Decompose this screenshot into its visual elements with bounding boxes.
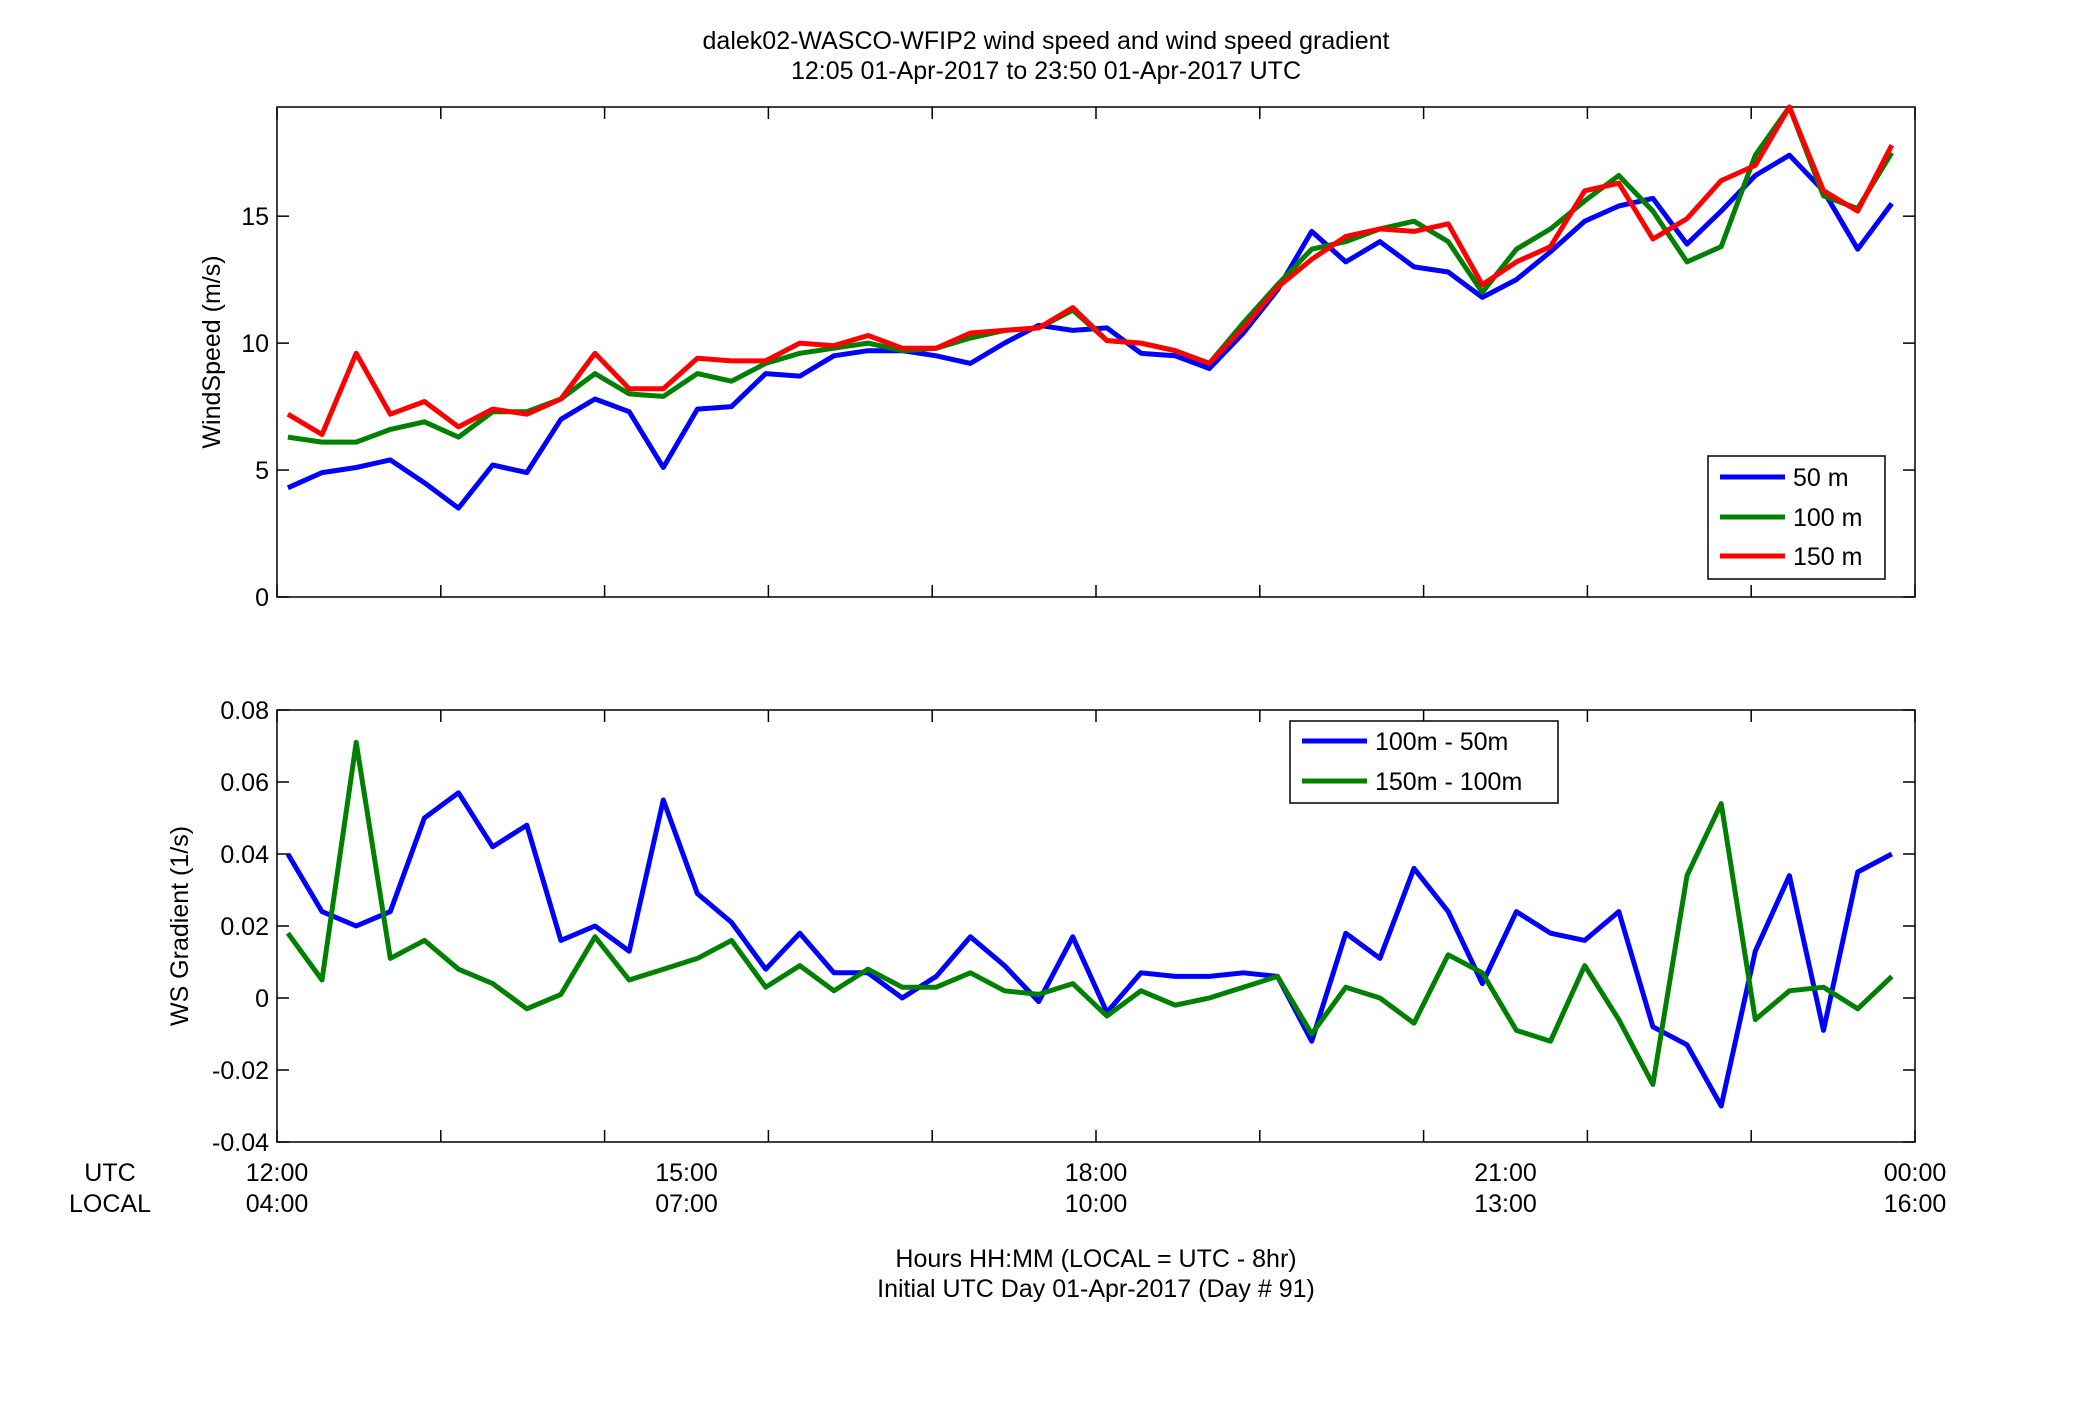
windspeed-series-150-m [286, 104, 1895, 437]
gradient-series-150m-100m [285, 739, 1894, 1087]
gradient-legend: 100m - 50m 150m - 100m [1289, 720, 1559, 804]
local-tick-label: 07:00 [655, 1190, 718, 1218]
local-tick-label: 13:00 [1474, 1190, 1537, 1218]
gradient-y-tick-label: 0 [255, 985, 269, 1013]
utc-tick-label: 18:00 [1065, 1159, 1128, 1187]
legend-label-100m-50m: 100m - 50m [1375, 728, 1508, 756]
utc-tick-label: 21:00 [1474, 1159, 1537, 1187]
gradient-legend-box [1289, 720, 1559, 804]
windspeed-y-axis-label: WindSpeed (m/s) [198, 255, 226, 448]
gradient-y-tick-label: 0.02 [220, 913, 269, 941]
gradient-series-100m-50m [285, 790, 1893, 1109]
figure-title-line1: dalek02-WASCO-WFIP2 wind speed and wind … [703, 27, 1390, 55]
gradient-y-tick-label: 0.06 [220, 769, 269, 797]
legend-label-50m: 50 m [1793, 464, 1849, 492]
windspeed-panel: 0 5 10 15 WindSpeed (m/s) 50 m 100 m 150 m [198, 104, 1916, 612]
legend-label-150m: 150 m [1793, 543, 1862, 571]
legend-label-150m-100m: 150m - 100m [1375, 768, 1522, 796]
gradient-y-axis-label: WS Gradient (1/s) [166, 826, 194, 1026]
local-tick-label: 04:00 [246, 1190, 309, 1218]
gradient-plot-frame [276, 709, 1916, 1143]
windspeed-series-50-m [286, 152, 1894, 511]
local-tick-label: 16:00 [1884, 1190, 1947, 1218]
legend-label-100m: 100 m [1793, 504, 1862, 532]
utc-tick-label: 12:00 [246, 1159, 309, 1187]
windspeed-y-tick-label: 0 [255, 584, 269, 612]
figure-title-line2: 12:05 01-Apr-2017 to 23:50 01-Apr-2017 U… [791, 57, 1301, 85]
windspeed-y-tick-label: 15 [241, 203, 269, 231]
local-row-label: LOCAL [69, 1190, 151, 1218]
gradient-panel: -0.04 -0.02 0 0.02 0.04 0.06 0.08 WS Gradient … [166, 697, 1916, 1157]
local-tick-label: 10:00 [1065, 1190, 1128, 1218]
x-axis-label-line1: Hours HH:MM (LOCAL = UTC - 8hr) [895, 1245, 1296, 1273]
gradient-y-tick-label: -0.02 [212, 1057, 269, 1085]
windspeed-plot-frame [276, 106, 1916, 598]
utc-tick-label: 15:00 [655, 1159, 718, 1187]
utc-row-label: UTC [84, 1159, 135, 1187]
x-axis-label-line2: Initial UTC Day 01-Apr-2017 (Day # 91) [877, 1275, 1315, 1303]
utc-tick-label: 00:00 [1884, 1159, 1947, 1187]
windspeed-y-tick-label: 5 [255, 457, 269, 485]
gradient-y-tick-label: 0.08 [220, 697, 269, 725]
windspeed-legend: 50 m 100 m 150 m [1707, 455, 1886, 580]
gradient-y-tick-label: -0.04 [212, 1129, 269, 1157]
windspeed-y-tick-label: 10 [241, 330, 269, 358]
gradient-y-tick-label: 0.04 [220, 841, 269, 869]
